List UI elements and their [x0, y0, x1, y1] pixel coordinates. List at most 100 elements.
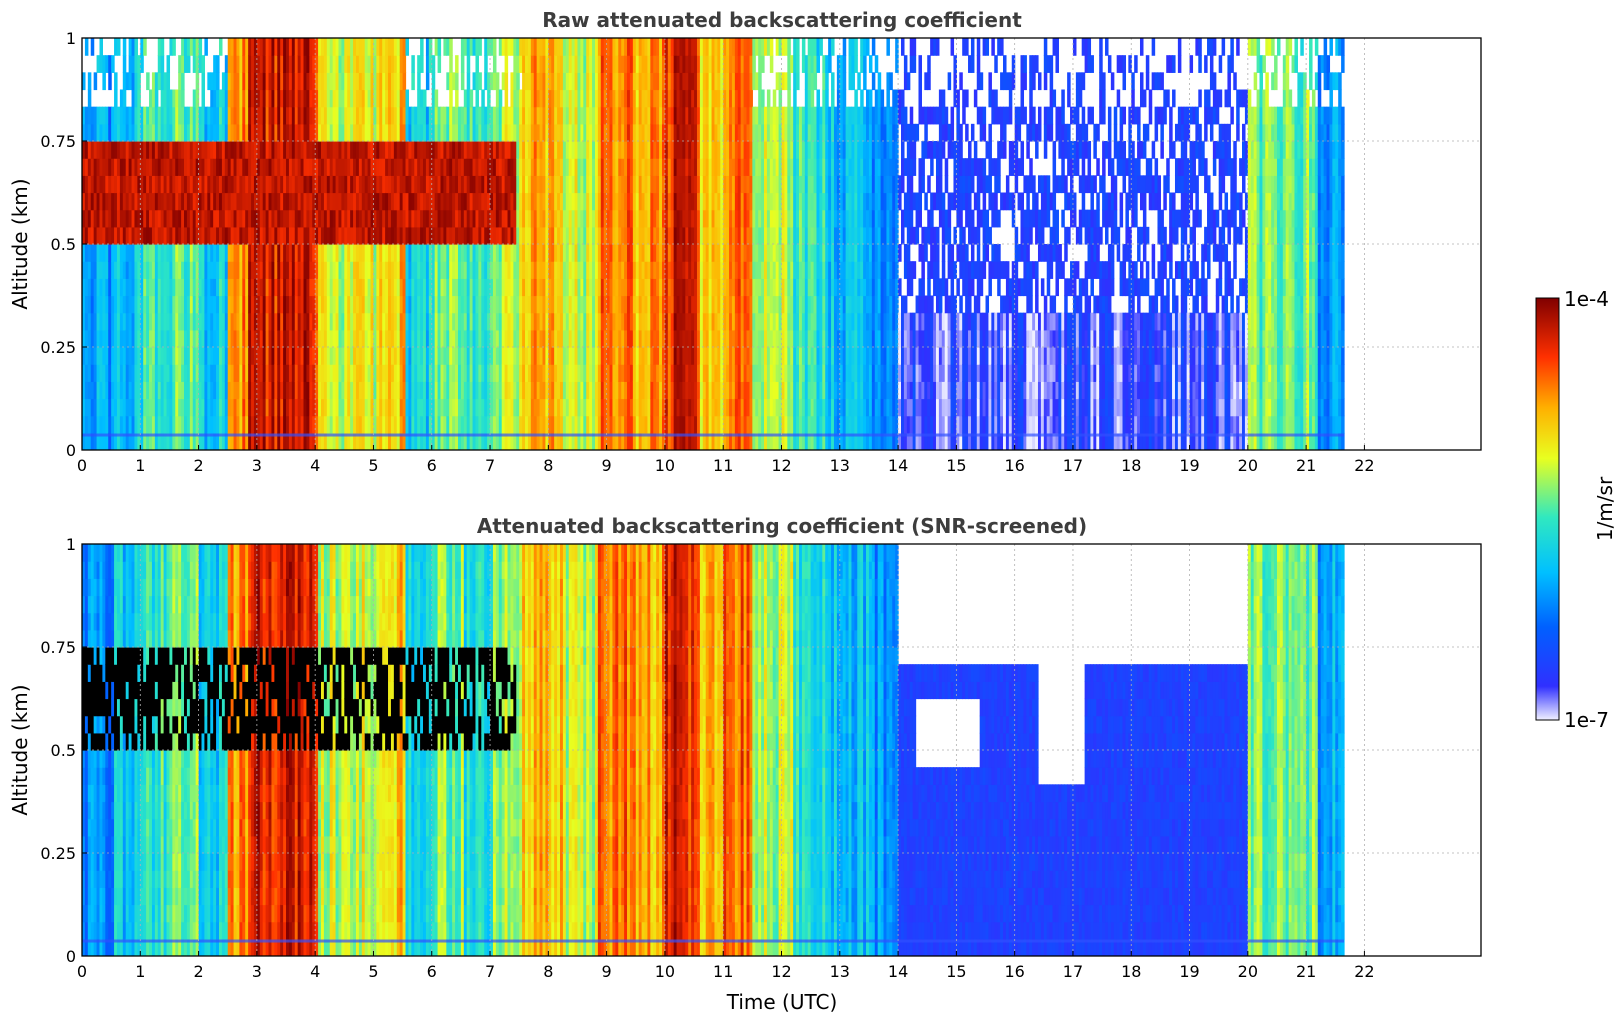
heatmap-cell — [559, 347, 564, 365]
heatmap-cell — [259, 364, 264, 382]
heatmap-cell — [525, 312, 529, 331]
heatmap-cell — [198, 347, 203, 365]
heatmap-cell — [82, 312, 86, 331]
heatmap-cell — [548, 415, 552, 434]
heatmap-cell — [102, 209, 106, 228]
heatmap-cell — [594, 226, 599, 245]
heatmap-cell — [571, 175, 576, 194]
heatmap-cell — [204, 158, 208, 176]
heatmap-cell — [382, 364, 386, 382]
heatmap-cell — [618, 123, 622, 142]
heatmap-cell — [548, 175, 552, 194]
heatmap-cell — [425, 123, 430, 142]
heatmap-cell — [542, 192, 547, 211]
heatmap-cell — [344, 89, 348, 108]
heatmap-cell — [408, 398, 412, 417]
heatmap-cell — [688, 261, 692, 279]
heatmap-cell — [353, 244, 357, 262]
heatmap-cell — [96, 123, 101, 142]
heatmap-cell — [178, 295, 182, 314]
heatmap-cell — [87, 278, 92, 297]
heatmap-cell — [122, 55, 127, 73]
heatmap-cell — [647, 261, 651, 279]
heatmap-cell — [539, 398, 544, 417]
heatmap-cell — [414, 226, 418, 245]
heatmap-cell — [137, 278, 141, 297]
heatmap-cell — [554, 432, 558, 450]
heatmap-cell — [685, 415, 689, 434]
heatmap-cell — [376, 72, 380, 91]
heatmap-cell — [559, 192, 564, 211]
heatmap-cell — [262, 158, 267, 176]
heatmap-cell — [557, 158, 561, 176]
heatmap-cell — [656, 364, 660, 382]
heatmap-cell — [364, 55, 369, 73]
heatmap-cell — [119, 226, 124, 245]
heatmap-cell — [691, 226, 695, 245]
heatmap-cell — [350, 226, 354, 245]
heatmap-cell — [691, 312, 695, 331]
heatmap-cell — [248, 192, 252, 211]
heatmap-cell — [122, 38, 127, 56]
heatmap-cell — [326, 432, 331, 450]
heatmap-cell — [93, 72, 98, 91]
heatmap-cell — [449, 209, 453, 228]
heatmap-cell — [218, 192, 223, 211]
heatmap-cell — [274, 381, 278, 400]
heatmap-cell — [268, 398, 273, 417]
heatmap-cell — [122, 141, 127, 159]
heatmap-cell — [379, 261, 383, 279]
heatmap-cell — [116, 192, 121, 211]
heatmap-cell — [149, 312, 153, 331]
heatmap-cell — [501, 312, 506, 331]
heatmap-cell — [562, 364, 567, 382]
heatmap-cell — [233, 261, 238, 279]
heatmap-cell — [256, 381, 261, 400]
heatmap-cell — [472, 398, 477, 417]
heatmap-cell — [452, 381, 456, 400]
heatmap-cell — [274, 261, 278, 279]
heatmap-cell — [481, 158, 485, 176]
heatmap-cell — [166, 398, 171, 417]
heatmap-cell — [557, 347, 561, 365]
heatmap-cell — [329, 312, 334, 331]
heatmap-cell — [662, 175, 666, 194]
heatmap-cell — [265, 244, 270, 262]
heatmap-cell — [344, 175, 348, 194]
heatmap-cell — [621, 192, 625, 211]
heatmap-cell — [99, 244, 103, 262]
heatmap-cell — [545, 72, 549, 91]
heatmap-cell — [134, 158, 138, 176]
heatmap-cell — [696, 364, 701, 382]
heatmap-cell — [498, 261, 503, 279]
heatmap-cell — [682, 55, 686, 73]
heatmap-cell — [696, 72, 701, 91]
heatmap-cell — [210, 89, 214, 108]
heatmap-cell — [466, 415, 471, 434]
heatmap-cell — [519, 158, 523, 176]
heatmap-cell — [163, 398, 168, 417]
heatmap-cell — [548, 141, 552, 159]
heatmap-cell — [312, 432, 316, 450]
heatmap-cell — [265, 141, 270, 159]
heatmap-cell — [204, 226, 208, 245]
heatmap-cell — [216, 364, 220, 382]
heatmap-cell — [565, 106, 570, 125]
heatmap-cell — [230, 295, 235, 314]
heatmap-cell — [597, 192, 602, 211]
heatmap-cell — [632, 278, 637, 297]
heatmap-cell — [122, 329, 127, 348]
heatmap-cell — [443, 312, 447, 331]
heatmap-cell — [186, 381, 191, 400]
heatmap-cell — [405, 244, 410, 262]
heatmap-cell — [644, 432, 649, 450]
heatmap-cell — [586, 192, 590, 211]
heatmap-cell — [376, 106, 380, 125]
heatmap-cell — [469, 381, 474, 400]
heatmap-cell — [143, 175, 147, 194]
heatmap-cell — [99, 381, 103, 400]
heatmap-cell — [341, 175, 345, 194]
heatmap-cell — [143, 398, 147, 417]
heatmap-cell — [594, 123, 599, 142]
